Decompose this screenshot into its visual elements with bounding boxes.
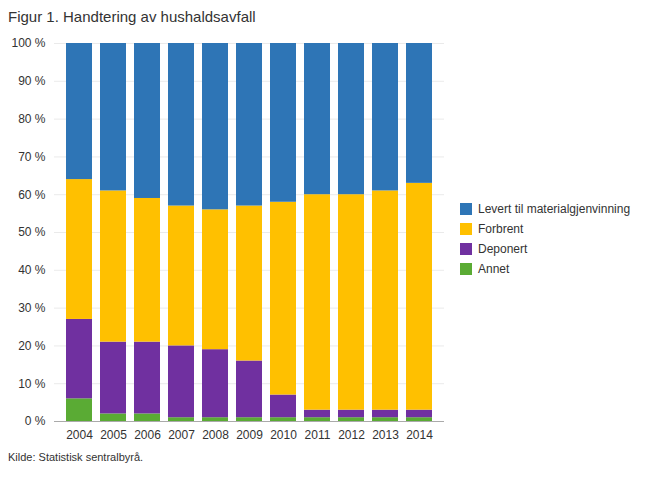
svg-text:80 %: 80 % bbox=[18, 112, 46, 126]
svg-text:60 %: 60 % bbox=[18, 188, 46, 202]
svg-text:90 %: 90 % bbox=[18, 74, 46, 88]
svg-text:40 %: 40 % bbox=[18, 263, 46, 277]
svg-text:2013: 2013 bbox=[372, 428, 399, 442]
html-text:Deponert: Deponert bbox=[478, 242, 528, 256]
svg-text:2004: 2004 bbox=[66, 428, 93, 442]
svg-text:70 %: 70 % bbox=[18, 150, 46, 164]
html-text:Figur 1. Handtering av hushald: Figur 1. Handtering av hushaldsavfall bbox=[8, 8, 256, 25]
svg-text:100 %: 100 % bbox=[11, 36, 45, 50]
svg-text:2011: 2011 bbox=[305, 428, 331, 442]
html-text:Levert til materialgjenvinning: Levert til materialgjenvinning bbox=[478, 202, 631, 216]
svg-text:30 %: 30 % bbox=[18, 301, 46, 315]
html-text:Kilde: Statistisk sentralbyrå.: Kilde: Statistisk sentralbyrå. bbox=[8, 451, 144, 463]
svg-text:2005: 2005 bbox=[100, 428, 127, 442]
svg-text:20 %: 20 % bbox=[18, 339, 46, 353]
html-text:Annet: Annet bbox=[478, 262, 510, 276]
svg-text:10 %: 10 % bbox=[18, 377, 46, 391]
svg-text:2012: 2012 bbox=[338, 428, 365, 442]
svg-text:2009: 2009 bbox=[236, 428, 263, 442]
svg-text:2014: 2014 bbox=[406, 428, 433, 442]
svg-text:2008: 2008 bbox=[202, 428, 229, 442]
svg-text:2006: 2006 bbox=[134, 428, 161, 442]
svg-text:50 %: 50 % bbox=[18, 225, 46, 239]
html-text:Forbrent: Forbrent bbox=[478, 222, 524, 236]
svg-text:2007: 2007 bbox=[168, 428, 195, 442]
svg-text:0 %: 0 % bbox=[25, 414, 46, 428]
svg-text:2010: 2010 bbox=[270, 428, 297, 442]
